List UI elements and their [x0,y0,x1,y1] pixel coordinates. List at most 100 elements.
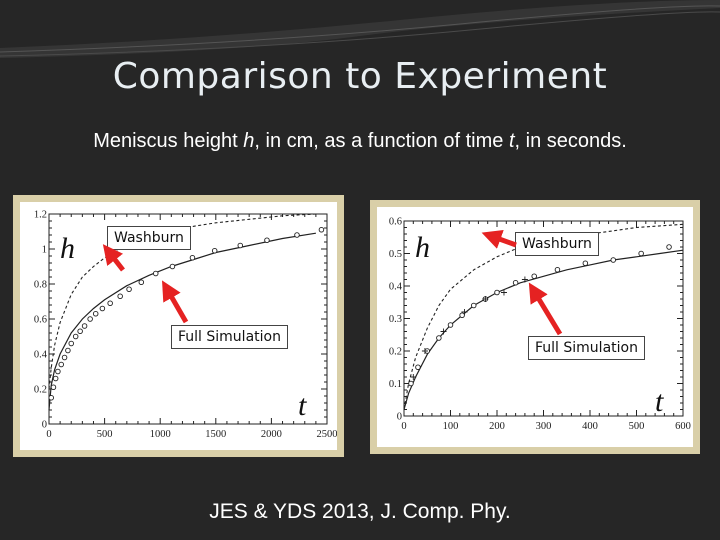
callout-full-simulation-right: Full Simulation [528,336,645,360]
x-tick-label: 600 [675,421,691,432]
subtitle-suffix: , in seconds. [514,130,627,152]
data-point-plus [482,296,489,302]
y-tick-label: 0.6 [34,315,47,326]
data-point-circle [264,237,270,244]
data-point-plus [410,374,417,380]
data-point-circle [99,305,106,312]
data-point-circle [126,286,132,292]
data-point-circle [436,335,442,341]
data-point-circle [81,323,88,329]
y-axis-label: h [60,232,75,265]
callout-full-simulation-left: Full Simulation [171,325,288,349]
data-point-circle [666,244,672,250]
data-point-circle [50,384,57,390]
data-point-circle [408,380,414,387]
left-chart: 0 500 1000 1500 2000 2500 0 0.2 0.4 0.6 0.8 1 1.2 h t [34,210,338,441]
y-tick-label: 0.3 [389,314,402,325]
x-tick-label: 200 [489,421,505,432]
data-point-circle [610,257,616,263]
data-point-circle [107,300,113,306]
data-point-circle [68,340,74,347]
subtitle-t: t [508,130,515,152]
subtitle-h: h [243,130,255,152]
callout-washburn-left: Washburn [107,226,191,250]
data-point-circle [153,270,159,277]
data-point-plus [500,289,507,296]
data-point-circle [554,267,561,273]
data-point-circle [48,394,54,401]
y-tick-label: 0.4 [389,282,403,293]
data-point-circle [512,279,519,286]
y-tick-label: 0.5 [389,249,402,260]
y-tick-label: 0.6 [389,217,402,228]
y-tick-label: 0.1 [389,379,402,390]
x-tick-label: 1000 [150,429,171,440]
y-tick-label: 0 [397,412,402,423]
data-point-circle [55,368,61,375]
data-point-circle [415,364,421,370]
data-point-circle [58,361,64,368]
data-point-circle [447,322,454,328]
decorative-top-band [0,0,720,58]
y-tick-label: 0.4 [34,350,48,361]
arrow-washburn-right [481,229,517,249]
data-point-circle [72,333,79,340]
data-point-plus [440,328,447,335]
data-point-circle [294,232,300,238]
x-tick-label: 500 [97,429,113,440]
full-simulation-curve [48,232,316,411]
x-tick-label: 400 [582,421,598,432]
slide-subtitle: Meniscus height h, in cm, as a function … [0,130,720,153]
data-point-circle [92,310,99,317]
data-point-plus [521,276,528,283]
full-simulation-curve [403,249,684,410]
x-tick-label: 2500 [317,429,338,440]
y-tick-label: 0.2 [389,347,402,358]
y-tick-label: 1 [42,245,47,256]
data-point-plus [461,309,468,315]
data-point-circle [237,242,244,249]
data-point-circle [470,302,477,309]
x-tick-label: 300 [536,421,552,432]
data-point-circle [138,279,145,285]
washburn-curve [403,223,684,410]
y-axis-label: h [415,231,430,264]
y-tick-label: 0.8 [34,280,47,291]
data-point-circle [61,354,68,361]
x-axis-label: t [298,389,307,422]
subtitle-mid: , in cm, as a function of time [254,130,509,152]
x-tick-label: 100 [443,421,459,432]
x-tick-label: 0 [46,429,51,440]
right-chart-panel: 0 100 200 300 400 500 600 0 0.1 0.2 0.3 0.4 0.5 0.6 h t [370,200,700,454]
y-tick-label: 1.2 [34,210,47,221]
x-axis-label: t [655,385,664,418]
data-point-circle [459,312,465,318]
y-tick-label: 0.2 [34,385,47,396]
arrow-full-simulation-right [528,282,563,336]
subtitle-prefix: Meniscus height [93,130,244,152]
arrow-washburn-left [102,244,125,272]
x-tick-label: 1500 [205,429,226,440]
arrow-full-simulation-left [162,280,189,324]
right-chart: 0 100 200 300 400 500 600 0 0.1 0.2 0.3 0.4 0.5 0.6 h t [389,217,691,433]
citation-footer: JES & YDS 2013, J. Comp. Phy. [209,500,511,523]
data-point-circle [169,263,176,270]
data-point-circle [87,316,93,322]
data-point-circle [494,289,500,296]
x-tick-label: 0 [401,421,406,432]
callout-washburn-right: Washburn [515,232,599,256]
slide-title: Comparison to Experiment [112,56,608,97]
data-point-circle [531,273,537,279]
data-point-circle [52,375,59,382]
y-tick-label: 0 [42,420,47,431]
data-point-circle [638,250,644,257]
data-point-circle [117,293,123,299]
data-point-circle [189,255,196,261]
data-point-circle [65,347,71,354]
data-point-circle [77,328,83,334]
x-tick-label: 2000 [261,429,282,440]
data-point-circle [211,248,218,254]
data-point-circle [582,260,589,267]
data-point-plus [421,348,428,354]
